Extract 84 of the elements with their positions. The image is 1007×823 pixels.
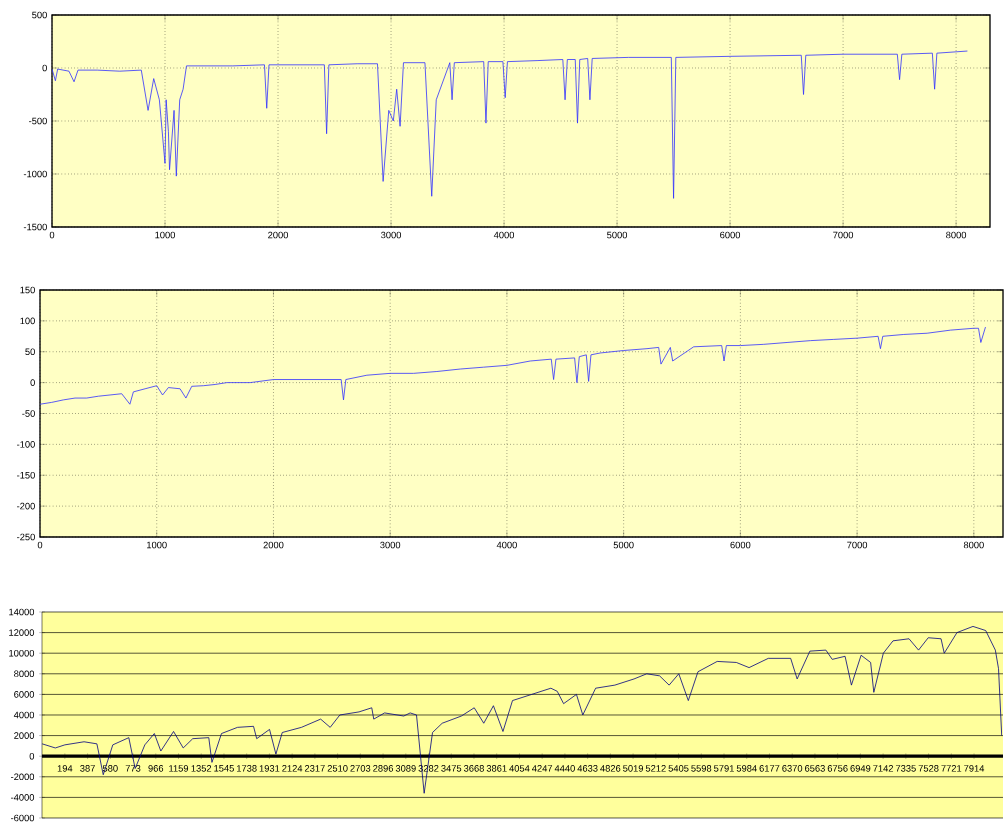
x-tick-label: 1159 bbox=[169, 765, 189, 772]
x-tick-label: 2124 bbox=[282, 765, 303, 772]
x-tick-label: 4054 bbox=[509, 765, 530, 772]
x-tick-label: 0 bbox=[49, 231, 55, 239]
x-tick-label: 773 bbox=[125, 765, 141, 772]
y-tick-label: 10000 bbox=[9, 649, 35, 657]
x-tick-label: 3475 bbox=[441, 765, 462, 772]
y-tick-label: 50 bbox=[25, 348, 35, 356]
x-tick-label: 3089 bbox=[395, 765, 416, 772]
y-tick-label: -4000 bbox=[11, 794, 35, 801]
y-tick-label: -250 bbox=[17, 533, 35, 541]
x-tick-label: 966 bbox=[148, 765, 164, 772]
x-tick-label: 1000 bbox=[155, 231, 176, 239]
x-tick-label: 580 bbox=[102, 765, 118, 772]
x-tick-label: 7528 bbox=[918, 765, 939, 772]
y-tick-label: 150 bbox=[20, 286, 35, 294]
x-tick-label: 8000 bbox=[946, 231, 967, 239]
x-tick-label: 4440 bbox=[554, 765, 575, 772]
x-tick-label: 6563 bbox=[805, 765, 825, 772]
y-tick-label: -1500 bbox=[23, 223, 47, 231]
x-tick-label: 2510 bbox=[327, 765, 348, 772]
line-series bbox=[40, 326, 986, 405]
x-tick-label: 3000 bbox=[380, 541, 401, 549]
x-tick-label: 6370 bbox=[782, 765, 803, 772]
y-tick-label: 14000 bbox=[9, 608, 35, 616]
x-tick-label: 7142 bbox=[873, 765, 894, 772]
x-tick-label: 2703 bbox=[350, 765, 371, 772]
x-tick-label: 4000 bbox=[493, 231, 515, 239]
x-tick-label: 1738 bbox=[237, 765, 257, 772]
x-tick-label: 387 bbox=[80, 765, 95, 772]
y-tick-label: -2000 bbox=[11, 773, 35, 781]
y-tick-label: -50 bbox=[22, 410, 35, 417]
x-tick-label: 3000 bbox=[381, 231, 402, 239]
line-series bbox=[42, 626, 1003, 794]
x-tick-label: 7335 bbox=[895, 765, 916, 772]
x-tick-label: 4826 bbox=[600, 765, 621, 772]
x-tick-label: 1545 bbox=[214, 765, 234, 772]
x-tick-label: 7914 bbox=[964, 765, 985, 772]
x-tick-label: 5791 bbox=[714, 765, 734, 772]
y-tick-label: 100 bbox=[20, 317, 35, 325]
y-tick-label: -100 bbox=[17, 441, 35, 448]
x-tick-label: 4247 bbox=[532, 765, 553, 772]
x-tick-label: 5019 bbox=[623, 765, 644, 772]
x-tick-label: 7000 bbox=[847, 541, 868, 549]
y-tick-label: 4000 bbox=[13, 711, 35, 719]
y-tick-label: 0 bbox=[30, 379, 35, 386]
x-tick-label: 3668 bbox=[463, 765, 484, 772]
y-tick-label: -150 bbox=[17, 471, 35, 479]
x-tick-label: 1000 bbox=[147, 541, 167, 549]
y-tick-label: 500 bbox=[32, 11, 47, 19]
y-tick-label: 6000 bbox=[14, 691, 35, 698]
y-tick-label: -1000 bbox=[23, 170, 47, 178]
x-tick-label: 7000 bbox=[833, 231, 854, 239]
x-tick-label: 6000 bbox=[720, 231, 741, 239]
y-tick-label: 0 bbox=[42, 64, 47, 72]
x-tick-label: 6949 bbox=[850, 765, 871, 772]
x-tick-label: 2896 bbox=[373, 765, 394, 772]
y-tick-label: 8000 bbox=[14, 670, 35, 678]
x-tick-label: 2317 bbox=[304, 765, 325, 772]
x-tick-label: 5000 bbox=[607, 231, 628, 239]
x-tick-label: 1931 bbox=[259, 765, 280, 772]
y-tick-label: 12000 bbox=[9, 629, 35, 636]
x-tick-label: 6000 bbox=[730, 541, 751, 549]
x-tick-label: 3861 bbox=[486, 765, 507, 772]
x-tick-label: 8000 bbox=[963, 541, 984, 549]
x-tick-label: 5405 bbox=[668, 765, 689, 772]
x-tick-label: 7721 bbox=[941, 765, 962, 772]
x-tick-label: 5984 bbox=[736, 765, 757, 772]
x-tick-label: 194 bbox=[57, 765, 73, 772]
x-tick-label: 5000 bbox=[613, 541, 634, 549]
y-tick-label: -6000 bbox=[11, 814, 35, 822]
y-tick-label: 2000 bbox=[14, 732, 35, 739]
x-tick-label: 4000 bbox=[496, 541, 517, 549]
x-tick-label: 2000 bbox=[263, 541, 284, 549]
x-tick-label: 6756 bbox=[827, 765, 848, 772]
x-tick-label: 4633 bbox=[577, 765, 598, 772]
y-tick-label: 0 bbox=[29, 752, 35, 760]
x-tick-label: 2000 bbox=[268, 231, 289, 239]
x-tick-label: 6177 bbox=[759, 765, 780, 772]
x-tick-label: 1352 bbox=[191, 765, 212, 772]
y-tick-label: -200 bbox=[17, 502, 35, 510]
x-tick-label: 5598 bbox=[691, 765, 712, 772]
x-tick-label: 5212 bbox=[645, 765, 666, 772]
y-tick-label: -500 bbox=[29, 117, 47, 125]
